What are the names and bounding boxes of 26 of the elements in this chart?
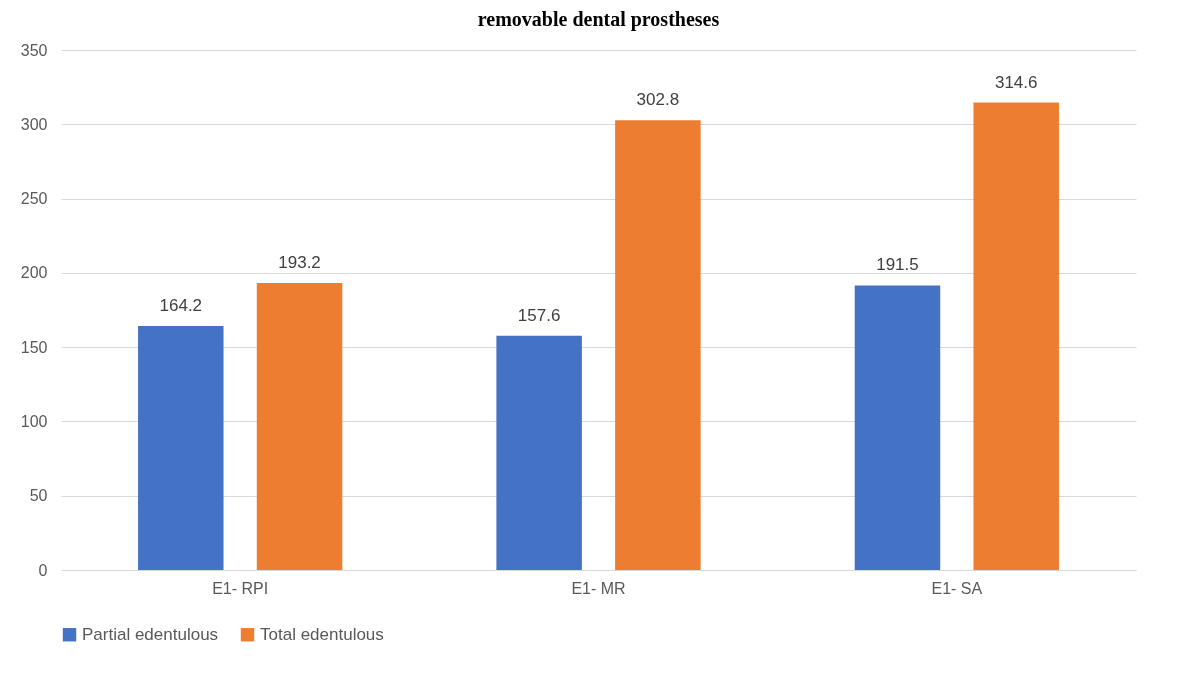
bar (854, 285, 941, 570)
bar (973, 102, 1059, 570)
y-tick-label: 300 (20, 115, 48, 133)
data-label: 302.8 (636, 90, 680, 110)
bar (496, 335, 582, 570)
legend-label: Partial edentulous (82, 624, 219, 644)
data-label: 314.6 (994, 72, 1038, 92)
y-tick-label: 50 (29, 487, 48, 505)
y-tick-label: 350 (20, 41, 48, 59)
x-tick-label: E1- SA (931, 579, 983, 597)
bar (256, 282, 343, 570)
y-tick-label: 0 (38, 561, 48, 579)
y-tick-label: 150 (20, 338, 48, 356)
x-tick-label: E1- MR (571, 579, 626, 597)
data-label: 157.6 (517, 305, 561, 325)
y-tick-label: 100 (20, 412, 48, 430)
y-tick-label: 250 (20, 190, 48, 208)
y-tick-label: 200 (20, 264, 48, 282)
bar (615, 120, 701, 570)
data-label: 191.5 (876, 255, 919, 275)
x-tick-label: E1- RPI (212, 579, 269, 597)
data-label: 164.2 (159, 296, 203, 316)
bar (138, 326, 224, 570)
legend-label: Total edentulous (260, 624, 384, 644)
chart-title: removable dental prostheses (477, 8, 720, 31)
data-label: 193.2 (278, 252, 321, 272)
